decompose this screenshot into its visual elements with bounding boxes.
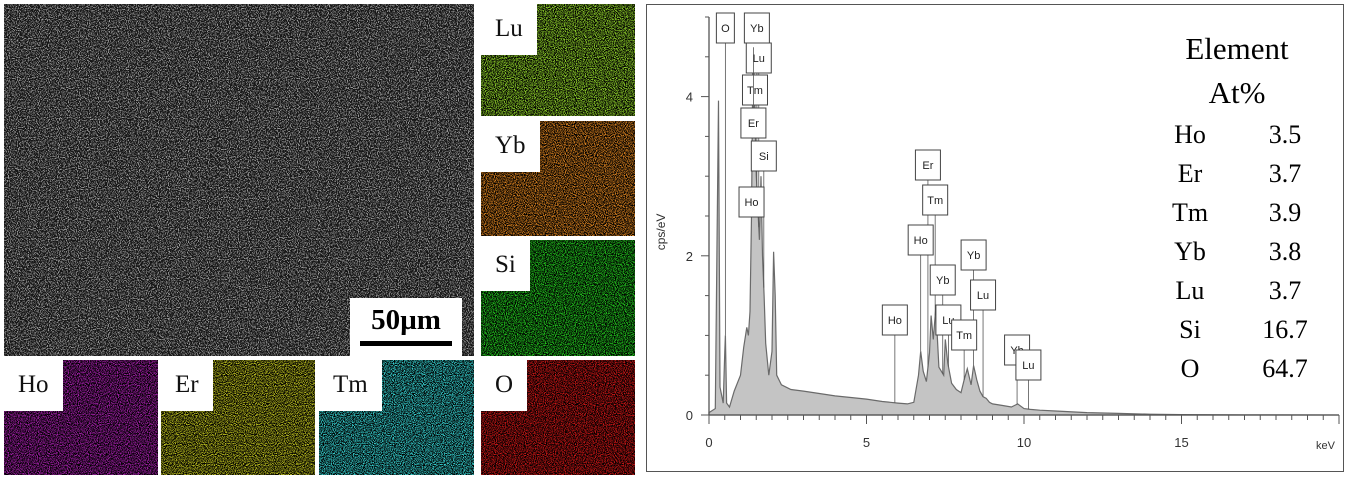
peak-label-text: Er (922, 160, 933, 172)
peak-label-text: Lu (977, 290, 989, 302)
table-row-value: 3.7 (1269, 159, 1302, 188)
peak-label: Tm (922, 184, 949, 316)
y-tick-label: 4 (686, 90, 693, 105)
peak-label: Er (914, 149, 941, 368)
peak-label-text: Si (759, 151, 769, 163)
peak-label-text: Ho (888, 315, 902, 327)
peak-label: Tm (741, 74, 768, 119)
x-tick-label: 0 (705, 435, 712, 450)
table-row-element: Er (1178, 159, 1203, 188)
peak-label-text: Tm (927, 195, 943, 207)
peak-label: Er (740, 47, 767, 139)
ho-map: Ho (4, 360, 158, 475)
x-tick-label: 5 (863, 435, 870, 450)
x-tick-label: 15 (1174, 435, 1188, 450)
si-map-label: Si (481, 240, 530, 291)
tm-map: Tm (319, 360, 474, 475)
o-map-label: O (481, 360, 528, 411)
table-row-element: Tm (1172, 198, 1208, 227)
lu-map-label: Lu (481, 4, 537, 55)
peak-label-text: Tm (747, 85, 763, 97)
yb-map: Yb (481, 121, 635, 236)
scale-bar (360, 341, 452, 346)
si-map: Si (481, 240, 635, 356)
table-row-value: 3.7 (1269, 276, 1302, 305)
table-row-value: 3.8 (1269, 237, 1302, 266)
table-row-value: 16.7 (1262, 315, 1308, 344)
er-map: Er (161, 360, 315, 475)
x-axis-label: keV (1316, 440, 1336, 452)
x-tick-label: 10 (1017, 435, 1031, 450)
peak-label: Ho (907, 224, 934, 352)
table-row-element: O (1181, 354, 1200, 383)
er-map-label: Er (161, 360, 213, 411)
sem-texture (4, 4, 474, 356)
peak-label: Ho (881, 304, 908, 403)
y-tick-label: 2 (686, 249, 693, 264)
peak-label-text: Lu (753, 53, 765, 65)
peak-label-text: Yb (750, 23, 763, 35)
peak-label-text: Lu (1022, 360, 1034, 372)
peak-label-text: Yb (967, 250, 980, 262)
peak-label: Yb (929, 264, 956, 374)
tm-map-label: Tm (319, 360, 382, 411)
yb-map-texture (481, 121, 635, 236)
o-map: O (481, 360, 635, 475)
peak-label-text: Er (748, 118, 759, 130)
peak-label: Tm (951, 319, 978, 380)
y-axis-label: cps/eV (654, 214, 668, 251)
table-row-element: Yb (1174, 237, 1206, 266)
table-row-value: 64.7 (1262, 354, 1308, 383)
spectrum-area (708, 32, 1340, 416)
peak-label: Lu (935, 304, 962, 367)
lu-map: Lu (481, 4, 635, 116)
y-tick-label: 0 (686, 408, 693, 423)
eds-spectrum-chart: 0 5 10 15 keV 0 2 4 cps/eV O Yb Lu Tm Er Si Ho Ho Er Tm Ho Y… (646, 4, 1344, 472)
table-row-element: Si (1179, 315, 1201, 344)
peak-label: Lu (970, 279, 997, 397)
sem-image: 50µm (4, 4, 474, 356)
peak-label-text: Tm (956, 330, 972, 342)
peak-label-text: Ho (914, 235, 928, 247)
yb-map-label: Yb (481, 121, 540, 172)
peak-label: Lu (1015, 349, 1042, 410)
table-row-element: Lu (1176, 276, 1205, 305)
table-row-element: Ho (1174, 120, 1206, 149)
peak-label-text: Yb (936, 275, 949, 287)
table-header-element: Element (1185, 31, 1289, 66)
peak-label-text: Ho (744, 197, 758, 209)
scale-bar-box: 50µm (350, 298, 462, 356)
peak-label-text: O (721, 23, 730, 35)
ho-map-label: Ho (4, 360, 63, 411)
peak-label: O (715, 12, 735, 336)
table-row-value: 3.9 (1269, 198, 1302, 227)
table-header-at-percent: At% (1209, 75, 1266, 110)
table-row-value: 3.5 (1269, 120, 1302, 149)
peak-label: Ho (738, 186, 765, 218)
scale-bar-label: 50µm (371, 304, 441, 336)
